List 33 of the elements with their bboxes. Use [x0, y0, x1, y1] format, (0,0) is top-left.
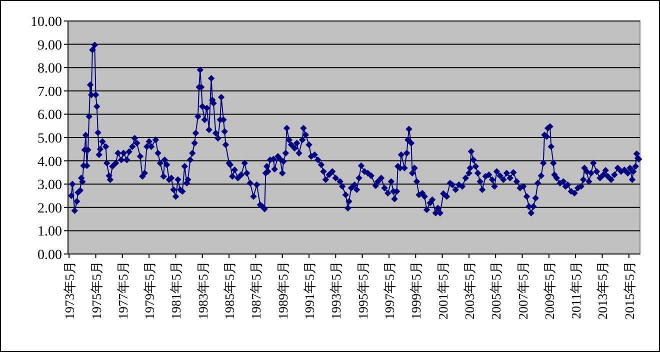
y-tick-label: 4.00: [38, 154, 62, 170]
x-tick-label: 1989年5月: [275, 261, 290, 320]
x-tick-label: 2001年5月: [435, 261, 450, 320]
x-tick-label: 1975年5月: [88, 261, 104, 320]
y-tick-label: 5.00: [38, 132, 62, 146]
x-tick-label: 1991年5月: [302, 261, 318, 320]
x-tick-label: 1981年5月: [168, 261, 184, 320]
x-tick-label: 2015年5月: [622, 261, 637, 320]
x-tick-label: 2013年5月: [595, 261, 610, 320]
y-tick-label: 8.00: [38, 62, 62, 77]
x-tick-label: 1987年5月: [248, 261, 264, 320]
x-tick-label: 1999年5月: [408, 261, 424, 320]
x-tick-label: 1973年5月: [62, 261, 78, 320]
x-tick-label: 1979年5月: [142, 261, 158, 320]
x-tick-label: 1985年5月: [222, 261, 238, 320]
x-tick-label: 2009年5月: [542, 261, 557, 320]
y-tick-label: 7.00: [38, 84, 62, 100]
y-tick-label: 2.00: [38, 201, 62, 216]
x-tick-label: 2007年5月: [515, 261, 530, 320]
y-tick-label: 6.00: [38, 108, 62, 124]
x-tick-label: 1993年5月: [328, 261, 344, 320]
x-tick-label: 2003年5月: [462, 261, 477, 320]
y-tick-label: 1.00: [38, 224, 62, 240]
x-tick-label: 1997年5月: [382, 261, 397, 320]
y-tick-label: 3.00: [38, 178, 62, 194]
x-tick-label: 2005年5月: [488, 261, 504, 320]
y-tick-label: 10.00: [30, 15, 62, 30]
x-tick-label: 2011年5月: [568, 261, 584, 320]
x-tick-label: 1977年5月: [115, 261, 130, 320]
x-tick-label: 1983年5月: [195, 261, 210, 320]
x-tick-label: 1995年5月: [355, 261, 370, 320]
y-tick-label: 0.00: [38, 248, 62, 263]
y-tick-label: 9.00: [38, 38, 62, 54]
